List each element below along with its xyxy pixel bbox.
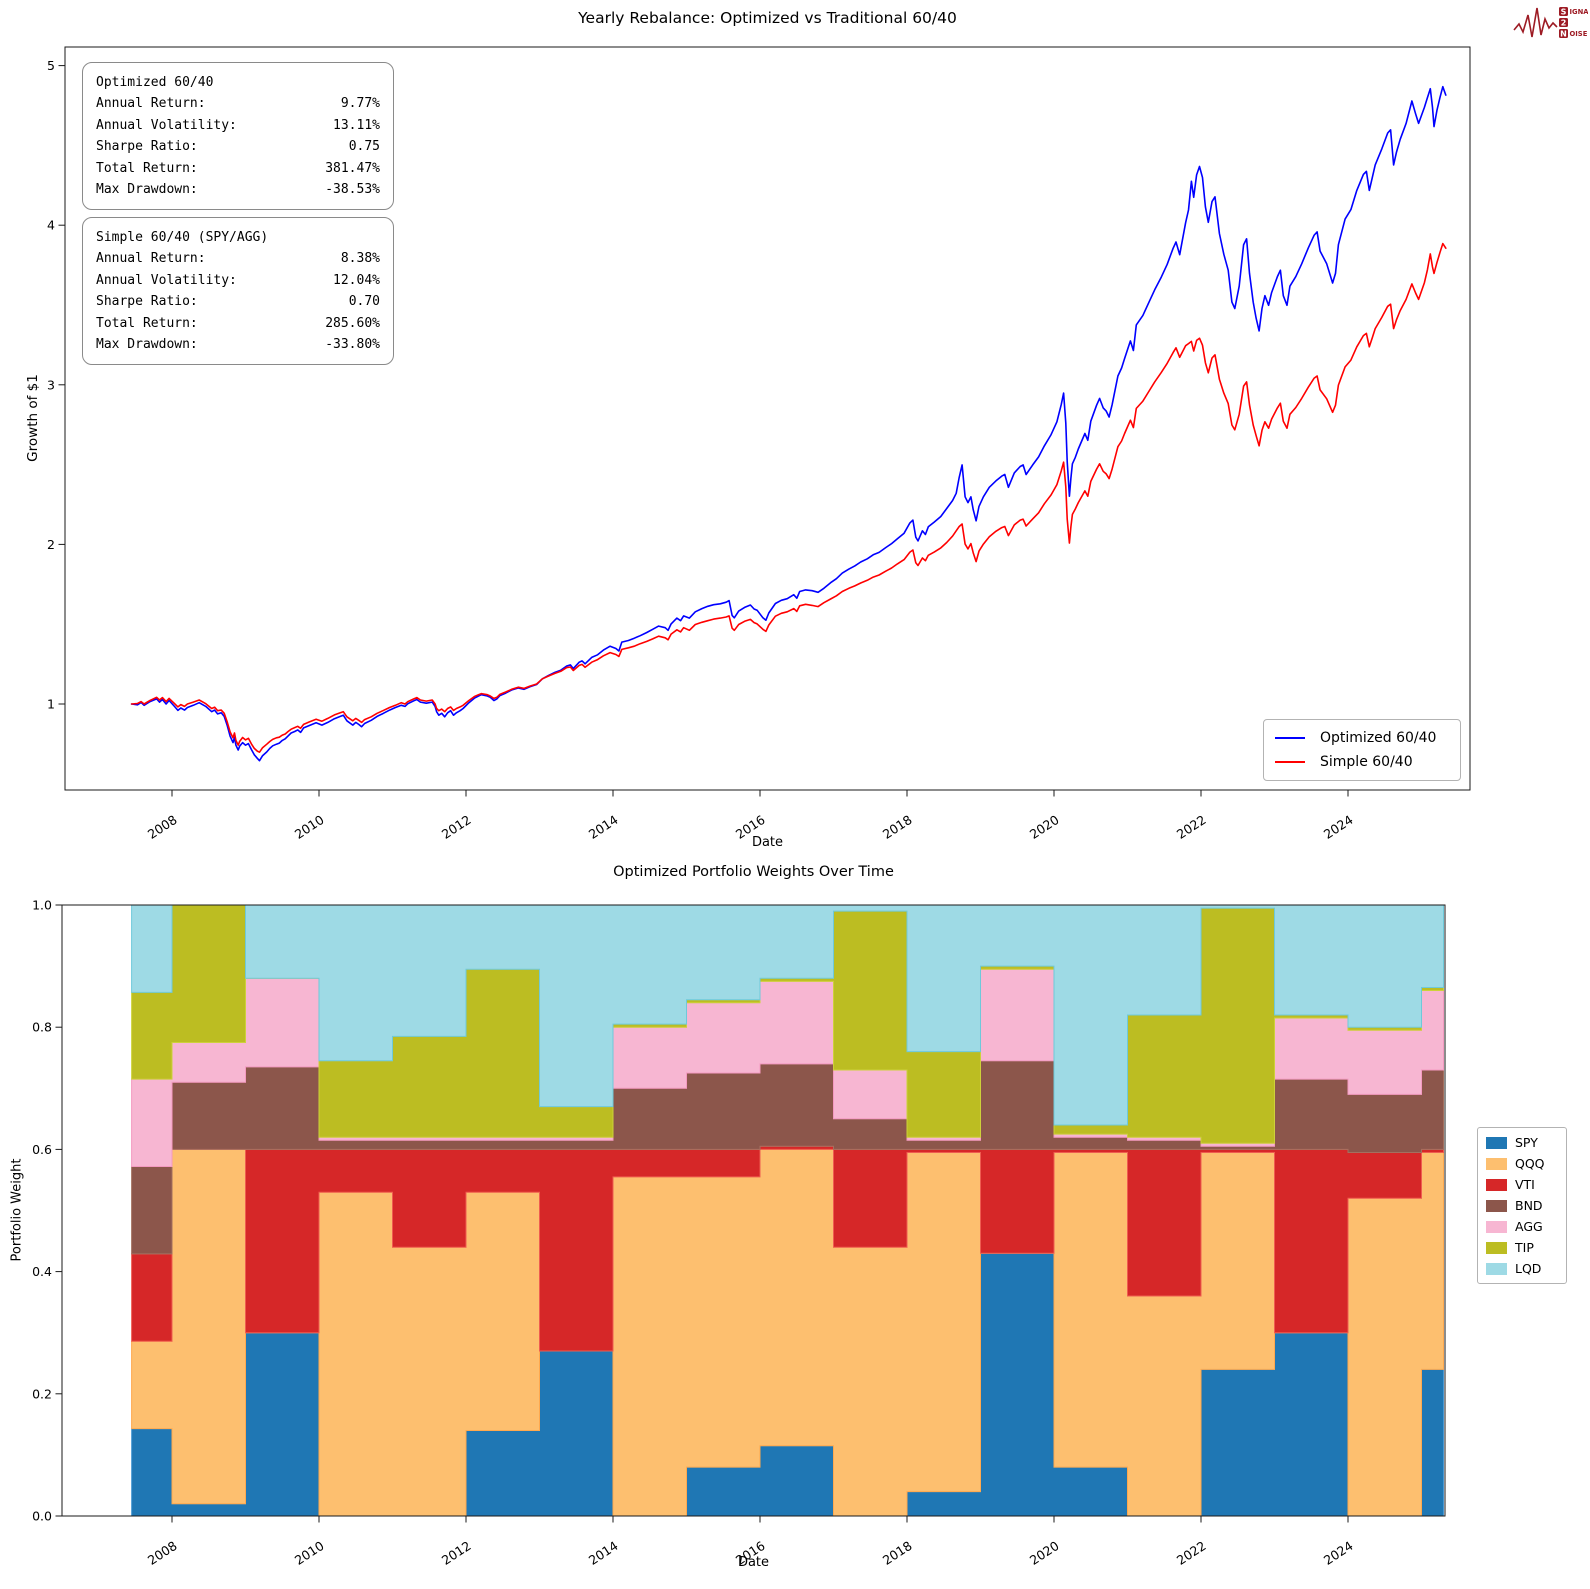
chart1-title: Yearly Rebalance: Optimized vs Tradition… xyxy=(578,9,957,27)
stats-box-title: Simple 60/40 (SPY/AGG) xyxy=(96,230,269,245)
legend-entry: SPY xyxy=(1486,1135,1558,1150)
legend-entry: AGG xyxy=(1486,1219,1558,1234)
legend-entry: Simple 60/40 xyxy=(1275,754,1449,770)
chart2-y-axis-label: Portfolio Weight xyxy=(9,1158,25,1262)
chart2-y-tick-label: 0.8 xyxy=(32,1020,52,1035)
chart2-legend: SPY QQQ VTI BND AGG TIP LQD xyxy=(1477,1127,1567,1284)
stats-value: -33.80% xyxy=(325,337,380,353)
legend-color-patch xyxy=(1486,1157,1507,1170)
chart1-y-axis-label: Growth of $1 xyxy=(25,374,41,462)
stats-value: 0.70 xyxy=(348,294,380,310)
stats-value: 12.04% xyxy=(333,272,380,288)
stats-row: Annual Volatility: 13.11% xyxy=(96,115,380,136)
chart1-y-tick-label: 1 xyxy=(47,697,55,712)
chart1-axes-frame xyxy=(64,46,1471,791)
chart2-title: Optimized Portfolio Weights Over Time xyxy=(613,864,894,880)
stats-row: Max Drawdown: -38.53% xyxy=(96,179,380,200)
stats-label: Annual Volatility: xyxy=(96,272,237,288)
legend-line-swatch xyxy=(1275,760,1305,763)
stats-row: Annual Return: 9.77% xyxy=(96,93,380,114)
stats-label: Total Return: xyxy=(96,315,198,331)
chart1-legend: Optimized 60/40 Simple 60/40 xyxy=(1263,719,1461,781)
legend-label: AGG xyxy=(1515,1219,1543,1234)
stats-label: Annual Return: xyxy=(96,251,206,267)
legend-entry: Optimized 60/40 xyxy=(1275,730,1449,746)
signal2noise-logo: S IGNAL 2 N OISE xyxy=(1512,3,1590,43)
legend-label: BND xyxy=(1515,1198,1543,1213)
stats-box-simple: Simple 60/40 (SPY/AGG) Annual Return: 8.38… xyxy=(82,217,394,366)
legend-label: SPY xyxy=(1515,1135,1538,1150)
chart1-y-tick-label: 3 xyxy=(47,377,55,392)
stats-box-title: Optimized 60/40 xyxy=(96,75,214,90)
chart1-y-tick-label: 2 xyxy=(47,537,55,552)
legend-entry: BND xyxy=(1486,1198,1558,1213)
svg-text:IGNAL: IGNAL xyxy=(1570,8,1589,16)
stats-row: Annual Return: 8.38% xyxy=(96,248,380,269)
optimized-60-40-line xyxy=(130,85,1447,762)
legend-entry: QQQ xyxy=(1486,1156,1558,1171)
stats-row: Annual Volatility: 12.04% xyxy=(96,270,380,291)
legend-label: VTI xyxy=(1515,1177,1535,1192)
legend-color-patch xyxy=(1486,1241,1507,1254)
chart2-y-tick-label: 0.4 xyxy=(32,1264,52,1279)
chart2-x-axis-label: Date xyxy=(737,1555,770,1570)
legend-entry: LQD xyxy=(1486,1261,1558,1276)
stats-label: Max Drawdown: xyxy=(96,337,198,353)
legend-color-patch xyxy=(1486,1178,1507,1191)
stats-label: Annual Volatility: xyxy=(96,117,237,133)
svg-text:S: S xyxy=(1561,7,1567,16)
chart2-y-tick-label: 0.0 xyxy=(32,1509,52,1524)
waveform-icon: S IGNAL 2 N OISE xyxy=(1513,7,1590,38)
stats-value: 13.11% xyxy=(333,117,380,133)
chart1-y-tick-label: 5 xyxy=(47,58,55,73)
legend-entry: VTI xyxy=(1486,1177,1558,1192)
svg-text:N: N xyxy=(1560,29,1567,38)
stats-value: 9.77% xyxy=(340,96,380,112)
stats-label: Sharpe Ratio: xyxy=(96,294,198,310)
chart2-y-tick-label: 1.0 xyxy=(32,898,52,913)
stats-label: Total Return: xyxy=(96,160,198,176)
svg-text:OISE: OISE xyxy=(1570,30,1588,38)
stats-value: 381.47% xyxy=(325,160,380,176)
stats-row: Sharpe Ratio: 0.70 xyxy=(96,291,380,312)
legend-entry: TIP xyxy=(1486,1240,1558,1255)
stats-row: Total Return: 285.60% xyxy=(96,313,380,334)
chart2-axes-frame xyxy=(61,904,1446,1517)
stats-value: -38.53% xyxy=(325,182,380,198)
stats-value: 0.75 xyxy=(348,139,380,155)
stats-row: Sharpe Ratio: 0.75 xyxy=(96,136,380,157)
stats-label: Max Drawdown: xyxy=(96,182,198,198)
stats-value: 8.38% xyxy=(340,251,380,267)
legend-line-swatch xyxy=(1275,737,1305,740)
stats-label: Annual Return: xyxy=(96,96,206,112)
chart1-y-tick-label: 4 xyxy=(47,218,55,233)
stats-row: Max Drawdown: -33.80% xyxy=(96,334,380,355)
legend-label: TIP xyxy=(1515,1240,1534,1255)
stats-box-optimized: Optimized 60/40 Annual Return: 9.77% Annual… xyxy=(82,62,394,211)
chart2-y-tick-label: 0.6 xyxy=(32,1142,52,1157)
stats-label: Sharpe Ratio: xyxy=(96,139,198,155)
legend-color-patch xyxy=(1486,1136,1507,1149)
simple-60-40-line xyxy=(130,242,1447,754)
legend-label: Simple 60/40 xyxy=(1320,753,1413,770)
legend-label: LQD xyxy=(1515,1261,1542,1276)
stats-row: Total Return: 381.47% xyxy=(96,158,380,179)
chart2-y-tick-label: 0.2 xyxy=(32,1386,52,1401)
legend-color-patch xyxy=(1486,1220,1507,1233)
legend-color-patch xyxy=(1486,1199,1507,1212)
stats-value: 285.60% xyxy=(325,315,380,331)
legend-label: Optimized 60/40 xyxy=(1320,730,1437,747)
svg-text:2: 2 xyxy=(1561,18,1567,27)
chart1-x-axis-label: Date xyxy=(751,835,784,850)
legend-color-patch xyxy=(1486,1262,1507,1275)
legend-label: QQQ xyxy=(1515,1156,1545,1171)
